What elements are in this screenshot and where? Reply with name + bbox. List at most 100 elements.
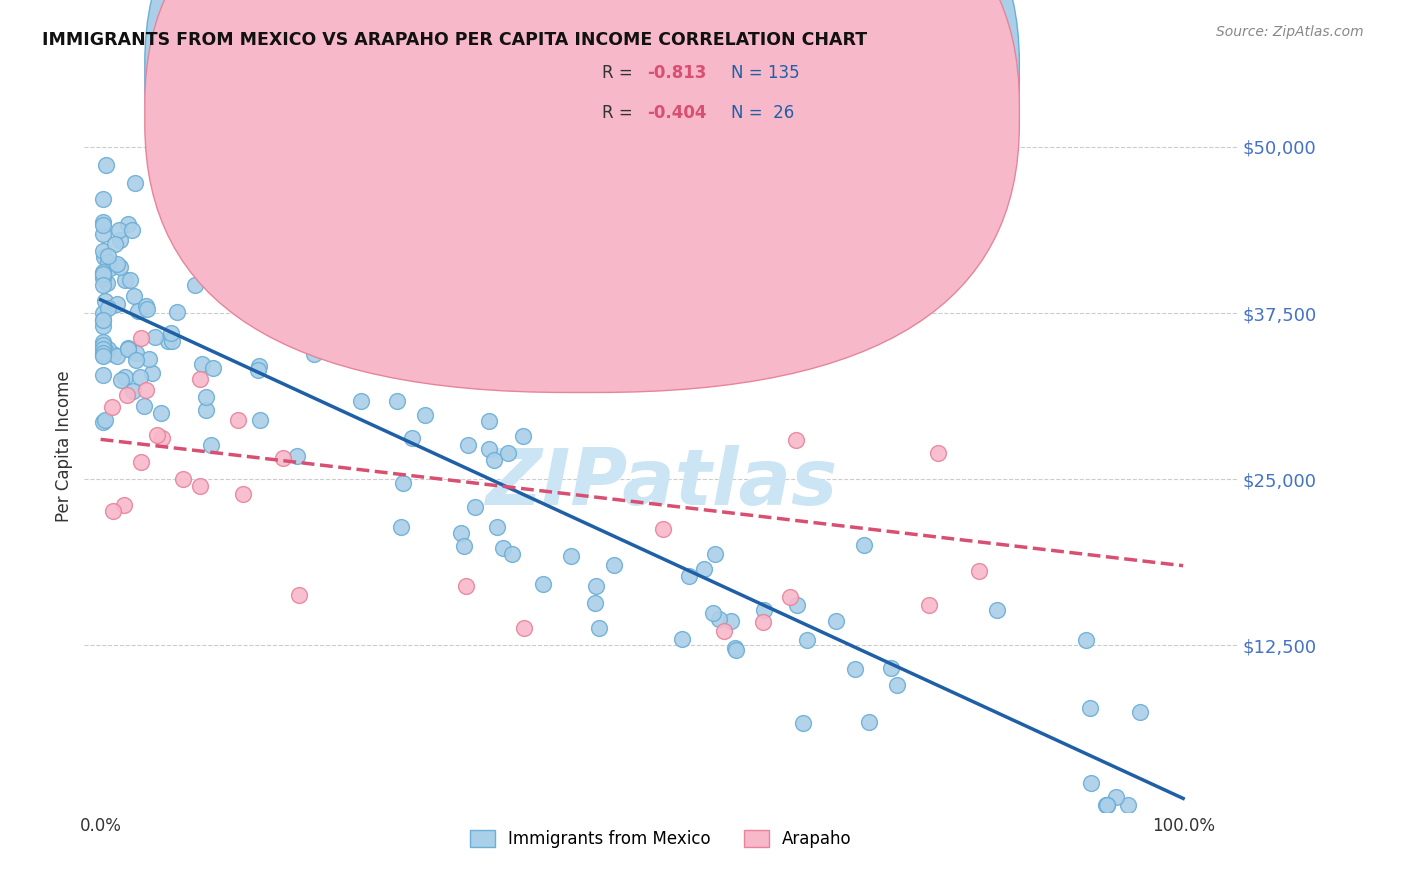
Point — [91, 338, 114, 352]
Point — [91, 265, 114, 279]
Point — [1078, 701, 1101, 715]
Point — [129, 454, 152, 468]
Point — [156, 334, 179, 349]
Point — [232, 486, 254, 500]
Point — [94, 158, 117, 172]
Point — [117, 342, 139, 356]
Text: -0.813: -0.813 — [647, 64, 706, 82]
Point — [588, 621, 610, 635]
Point — [94, 343, 117, 358]
Point — [450, 525, 472, 540]
Point — [97, 249, 120, 263]
Point — [1104, 790, 1126, 805]
Point — [785, 434, 807, 448]
Point — [678, 569, 700, 583]
Point — [91, 334, 114, 349]
Point — [824, 614, 846, 628]
Point — [135, 299, 157, 313]
Point — [188, 371, 211, 385]
Point — [122, 384, 145, 399]
Point — [713, 624, 735, 639]
Point — [91, 319, 114, 334]
Point — [184, 278, 207, 293]
Point — [110, 373, 132, 387]
Point — [271, 450, 294, 465]
Point — [188, 479, 211, 493]
Point — [114, 369, 136, 384]
Point — [702, 607, 724, 621]
Point — [585, 579, 607, 593]
Point — [464, 500, 486, 515]
Point — [160, 326, 183, 340]
Point — [91, 215, 114, 229]
Point — [226, 268, 249, 282]
Point — [124, 353, 146, 368]
Point — [166, 305, 188, 319]
Point — [560, 549, 582, 563]
Point — [1074, 632, 1097, 647]
Text: N =  26: N = 26 — [731, 104, 794, 122]
Point — [724, 640, 747, 655]
Point — [108, 234, 131, 248]
Text: Source: ZipAtlas.com: Source: ZipAtlas.com — [1216, 25, 1364, 39]
Point — [91, 313, 114, 327]
Point — [246, 363, 269, 377]
Point — [97, 255, 120, 269]
Point — [485, 520, 508, 534]
Point — [120, 273, 142, 287]
Point — [651, 522, 673, 536]
Point — [91, 305, 114, 319]
Point — [101, 347, 124, 361]
Point — [852, 538, 875, 552]
Point — [927, 446, 949, 460]
Point — [104, 236, 127, 251]
Point — [105, 297, 128, 311]
Point — [671, 632, 693, 647]
Text: IMMIGRANTS FROM MEXICO VS ARAPAHO PER CAPITA INCOME CORRELATION CHART: IMMIGRANTS FROM MEXICO VS ARAPAHO PER CA… — [42, 31, 868, 49]
Point — [97, 301, 120, 316]
Point — [202, 361, 225, 376]
Text: -0.404: -0.404 — [647, 104, 706, 122]
Point — [135, 302, 157, 317]
Point — [285, 450, 308, 464]
Point — [986, 603, 1008, 617]
Point — [314, 337, 336, 351]
Point — [94, 293, 117, 308]
Point — [501, 547, 523, 561]
Point — [91, 192, 114, 206]
Point — [94, 412, 117, 426]
Point — [453, 540, 475, 554]
Point — [124, 288, 146, 302]
Point — [98, 261, 121, 276]
Point — [1095, 798, 1118, 813]
Point — [478, 414, 501, 428]
Point — [125, 346, 148, 360]
Point — [247, 359, 270, 373]
Point — [754, 602, 776, 616]
Point — [880, 661, 903, 675]
Point — [720, 614, 742, 628]
Point — [91, 345, 114, 359]
Point — [115, 388, 138, 402]
Point — [392, 476, 415, 491]
Point — [121, 222, 143, 236]
Text: R =: R = — [602, 64, 638, 82]
Point — [513, 621, 536, 635]
Point — [91, 267, 114, 281]
Point — [117, 341, 139, 355]
Point — [200, 438, 222, 452]
Point — [496, 446, 519, 460]
Point — [886, 678, 908, 692]
Point — [105, 257, 128, 271]
Point — [707, 612, 730, 626]
Text: ZIPatlas: ZIPatlas — [485, 444, 837, 521]
Point — [150, 431, 173, 445]
Point — [132, 399, 155, 413]
Point — [141, 366, 163, 380]
Point — [792, 715, 814, 730]
Point — [112, 498, 135, 512]
Point — [114, 272, 136, 286]
Point — [172, 472, 194, 486]
Point — [457, 437, 479, 451]
Point — [91, 416, 114, 430]
